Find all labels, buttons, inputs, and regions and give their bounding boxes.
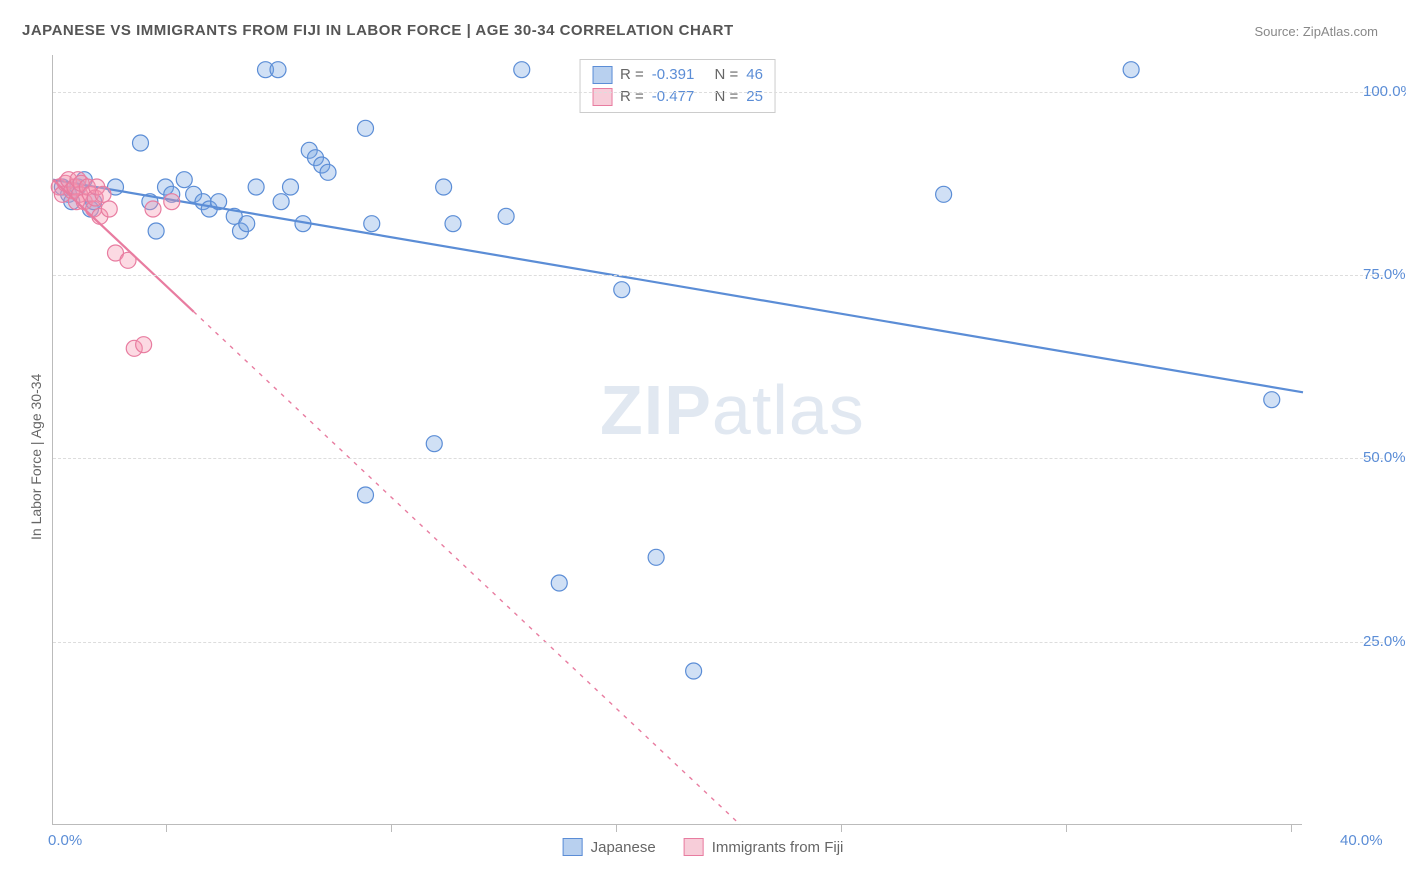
x-tick [391, 824, 392, 832]
gridline [53, 275, 1383, 276]
swatch-fiji-icon [684, 838, 704, 856]
data-point [270, 62, 286, 78]
x-tick [616, 824, 617, 832]
data-point [176, 172, 192, 188]
data-point [239, 216, 255, 232]
data-point [1264, 392, 1280, 408]
data-point [514, 62, 530, 78]
data-point [136, 337, 152, 353]
data-point [248, 179, 264, 195]
x-tick [1291, 824, 1292, 832]
y-tick-label: 75.0% [1363, 266, 1406, 283]
y-tick-label: 25.0% [1363, 633, 1406, 650]
scatter-svg [53, 55, 1303, 825]
y-axis-label: In Labor Force | Age 30-34 [28, 374, 44, 540]
data-point [133, 135, 149, 151]
trend-line-dashed [194, 312, 741, 825]
data-point [358, 487, 374, 503]
gridline [53, 642, 1383, 643]
data-point [936, 186, 952, 202]
legend-label-japanese: Japanese [591, 839, 656, 856]
data-point [648, 549, 664, 565]
legend-item-fiji: Immigrants from Fiji [684, 838, 844, 856]
data-point [614, 282, 630, 298]
swatch-japanese-icon [563, 838, 583, 856]
data-point [686, 663, 702, 679]
data-point [164, 194, 180, 210]
data-point [145, 201, 161, 217]
data-point [95, 186, 111, 202]
gridline [53, 92, 1383, 93]
data-point [320, 164, 336, 180]
data-point [101, 201, 117, 217]
source-credit: Source: ZipAtlas.com [1254, 24, 1378, 39]
data-point [358, 120, 374, 136]
data-point [551, 575, 567, 591]
data-point [445, 216, 461, 232]
series-legend: Japanese Immigrants from Fiji [563, 838, 844, 856]
data-point [426, 436, 442, 452]
data-point [436, 179, 452, 195]
x-tick [166, 824, 167, 832]
plot-area: R = -0.391 N = 46 R = -0.477 N = 25 25.0… [52, 55, 1302, 825]
gridline [53, 458, 1383, 459]
legend-label-fiji: Immigrants from Fiji [712, 839, 844, 856]
data-point [283, 179, 299, 195]
trend-line [53, 180, 1303, 393]
y-tick-label: 50.0% [1363, 449, 1406, 466]
data-point [148, 223, 164, 239]
data-point [1123, 62, 1139, 78]
y-tick-label: 100.0% [1363, 83, 1406, 100]
data-point [498, 208, 514, 224]
chart-title: JAPANESE VS IMMIGRANTS FROM FIJI IN LABO… [22, 22, 734, 39]
x-axis-max-label: 40.0% [1340, 832, 1383, 849]
data-point [273, 194, 289, 210]
data-point [364, 216, 380, 232]
x-axis-min-label: 0.0% [48, 832, 82, 849]
x-tick [1066, 824, 1067, 832]
legend-item-japanese: Japanese [563, 838, 656, 856]
x-tick [841, 824, 842, 832]
